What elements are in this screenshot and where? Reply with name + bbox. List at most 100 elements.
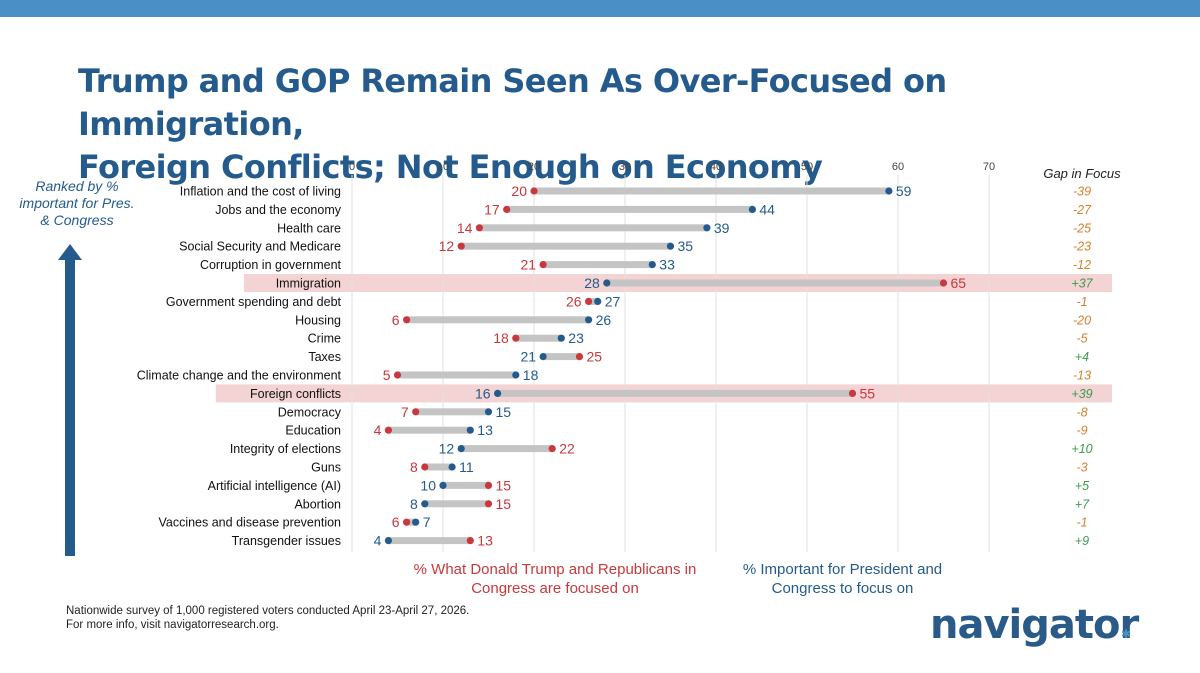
logo-star-icon: ✱ [1121, 627, 1132, 641]
important-value-label: 15 [496, 404, 512, 420]
category-label: Housing [295, 313, 341, 327]
important-dot [748, 205, 757, 213]
focused-dot [393, 371, 402, 379]
x-tick-label: 30 [619, 161, 631, 173]
focused-value-label: 55 [860, 385, 876, 401]
focused-dot [939, 279, 948, 287]
focused-value-label: 15 [496, 496, 512, 512]
important-value-label: 11 [459, 459, 474, 475]
focused-dot [412, 408, 420, 416]
focused-value-label: 65 [951, 275, 967, 291]
range-bar [506, 205, 753, 213]
range-bar [406, 518, 416, 526]
gap-value: -9 [1076, 424, 1087, 438]
focused-dot [484, 481, 493, 489]
category-label: Climate change and the environment [137, 369, 342, 383]
range-bar [479, 224, 707, 232]
gap-header: Gap in Focus [1043, 166, 1121, 181]
category-label: Vaccines and disease prevention [158, 516, 341, 530]
category-label: Taxes [308, 350, 341, 364]
gap-value: -5 [1076, 332, 1087, 346]
gap-value: +7 [1075, 497, 1090, 511]
important-value-label: 23 [568, 330, 584, 346]
focused-value-label: 18 [493, 330, 509, 346]
navigator-logo: navigator [930, 602, 1139, 648]
range-bar [543, 261, 653, 269]
focused-value-label: 4 [374, 422, 382, 438]
gap-value: -23 [1073, 240, 1091, 254]
gap-value: +9 [1075, 534, 1089, 548]
category-label: Health care [277, 221, 341, 235]
category-label: Integrity of elections [230, 442, 341, 456]
focused-value-label: 15 [496, 477, 512, 493]
important-dot [585, 316, 593, 324]
legend-focused: % What Donald Trump and Republicans in C… [413, 561, 697, 597]
focused-dot [585, 297, 593, 305]
category-label: Inflation and the cost of living [180, 185, 341, 199]
focused-value-label: 17 [484, 201, 500, 217]
category-label: Crime [308, 332, 341, 346]
category-label: Corruption in government [200, 258, 342, 272]
focused-dot [503, 205, 511, 213]
focused-dot [421, 463, 429, 471]
focused-value-label: 5 [383, 367, 391, 383]
range-bar [424, 463, 453, 471]
category-label: Immigration [276, 277, 341, 291]
focused-dot [484, 500, 493, 508]
range-bar [388, 426, 471, 434]
focused-dot [457, 242, 465, 250]
x-tick-label: 0 [349, 161, 355, 173]
important-dot [512, 371, 520, 379]
gap-value: -1 [1076, 295, 1087, 309]
important-dot [494, 389, 502, 397]
rank-note: Ranked by % important for Pres. & Congre… [19, 178, 135, 228]
gap-value: -39 [1073, 185, 1091, 199]
category-label: Guns [311, 461, 341, 475]
range-bar [406, 316, 589, 324]
important-value-label: 13 [477, 422, 493, 438]
x-tick-label: 10 [437, 161, 449, 173]
legend-important: % Important for President and Congress t… [742, 561, 943, 597]
focused-value-label: 20 [511, 183, 527, 199]
category-label: Government spending and debt [166, 295, 342, 309]
focused-dot [403, 316, 411, 324]
category-label: Social Security and Medicare [179, 240, 341, 254]
gap-value: +10 [1071, 442, 1092, 456]
x-tick-label: 60 [892, 161, 904, 173]
focused-value-label: 22 [559, 441, 575, 457]
focused-value-label: 8 [410, 459, 418, 475]
important-value-label: 59 [896, 183, 912, 199]
important-value-label: 21 [521, 349, 537, 365]
important-dot [412, 518, 420, 526]
focused-dot [575, 353, 584, 361]
important-dot [384, 537, 392, 545]
gap-value: -3 [1076, 461, 1087, 475]
category-label: Education [285, 424, 341, 438]
important-value-label: 39 [714, 220, 730, 236]
footer-note: Nationwide survey of 1,000 registered vo… [66, 604, 469, 632]
category-label: Jobs and the economy [215, 203, 342, 217]
gap-value: +37 [1071, 277, 1093, 291]
focused-value-label: 12 [439, 238, 455, 254]
important-dot [885, 187, 893, 195]
focused-value-label: 7 [401, 404, 409, 420]
x-tick-label: 40 [710, 161, 722, 173]
focused-dot [384, 426, 392, 434]
important-dot [439, 481, 447, 489]
range-bar [424, 500, 489, 508]
important-dot [648, 261, 656, 269]
important-dot [539, 353, 547, 361]
focused-dot [512, 334, 520, 342]
focused-value-label: 21 [521, 257, 537, 273]
important-dot [557, 334, 565, 342]
important-dot [666, 242, 675, 250]
important-value-label: 12 [439, 441, 455, 457]
x-tick-label: 20 [528, 161, 540, 173]
important-dot [448, 463, 456, 471]
range-bar [388, 537, 471, 545]
category-label: Artificial intelligence (AI) [208, 479, 341, 493]
range-bar [497, 389, 853, 397]
focused-dot [539, 261, 547, 269]
top-accent-bar [0, 0, 1200, 17]
